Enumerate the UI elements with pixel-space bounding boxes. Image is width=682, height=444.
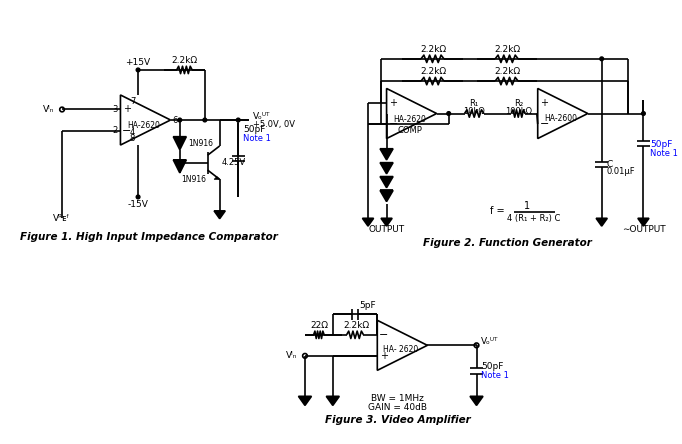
Text: 10kΩ: 10kΩ	[463, 107, 485, 116]
Text: 5pF: 5pF	[359, 301, 376, 309]
Circle shape	[237, 118, 240, 122]
Polygon shape	[380, 177, 393, 188]
Text: 1N916: 1N916	[181, 175, 207, 184]
Polygon shape	[173, 160, 186, 173]
Text: Vₒᵁᵀ: Vₒᵁᵀ	[481, 337, 499, 346]
Text: −: −	[379, 330, 389, 340]
Text: 0.01μF: 0.01μF	[606, 167, 635, 176]
Circle shape	[136, 68, 140, 72]
Text: Figure 2. Function Generator: Figure 2. Function Generator	[423, 238, 591, 248]
Text: C: C	[606, 160, 612, 169]
Circle shape	[642, 111, 645, 115]
Text: +: +	[123, 104, 131, 115]
Text: +: +	[389, 98, 397, 108]
Text: +: +	[540, 98, 548, 108]
Polygon shape	[299, 396, 312, 405]
Polygon shape	[638, 218, 649, 226]
Text: −: −	[539, 119, 549, 129]
Text: Figure 3. Video Amplifier: Figure 3. Video Amplifier	[325, 416, 471, 425]
Polygon shape	[380, 149, 393, 160]
Text: HA-2620: HA-2620	[394, 115, 426, 123]
Text: 8: 8	[130, 134, 135, 143]
Text: 2.2kΩ: 2.2kΩ	[494, 67, 520, 76]
Text: 4 (R₁ + R₂) C: 4 (R₁ + R₂) C	[507, 214, 561, 223]
Text: Vᴵₙ: Vᴵₙ	[286, 351, 297, 361]
Text: Note 1: Note 1	[481, 372, 509, 381]
Text: 2: 2	[113, 126, 118, 135]
Text: GAIN = 40dB: GAIN = 40dB	[368, 403, 427, 412]
Text: Vₒᵁᵀ: Vₒᵁᵀ	[253, 112, 271, 121]
Text: BW = 1MHz: BW = 1MHz	[371, 394, 424, 403]
Text: Vᴿᴇᶠ: Vᴿᴇᶠ	[53, 214, 71, 223]
Text: -15V: -15V	[128, 200, 149, 209]
Text: ∼OUTPUT: ∼OUTPUT	[621, 225, 665, 234]
Text: 2.2kΩ: 2.2kΩ	[420, 67, 446, 76]
Circle shape	[600, 57, 604, 61]
Text: COMP: COMP	[398, 126, 422, 135]
Circle shape	[447, 111, 451, 115]
Text: Note 1: Note 1	[243, 134, 271, 143]
Text: 1N916: 1N916	[188, 139, 213, 148]
Text: 2.2kΩ: 2.2kΩ	[171, 56, 198, 65]
Text: 22Ω: 22Ω	[310, 321, 328, 330]
Text: 7: 7	[130, 97, 135, 106]
Text: 3: 3	[113, 105, 118, 114]
Text: f =: f =	[490, 206, 504, 216]
Text: OUTPUT: OUTPUT	[368, 225, 404, 234]
Text: −: −	[122, 126, 132, 135]
Text: 6: 6	[173, 115, 178, 124]
Polygon shape	[214, 211, 225, 218]
Polygon shape	[596, 218, 607, 226]
Text: 2.2kΩ: 2.2kΩ	[343, 321, 369, 330]
Polygon shape	[173, 137, 186, 150]
Text: 1: 1	[524, 201, 531, 211]
Text: Vᴵₙ: Vᴵₙ	[43, 105, 55, 114]
Text: 100kΩ: 100kΩ	[505, 107, 532, 116]
Polygon shape	[381, 218, 392, 226]
Circle shape	[136, 195, 140, 199]
Text: HA- 2620: HA- 2620	[383, 345, 418, 354]
Text: −: −	[388, 119, 398, 129]
Polygon shape	[470, 396, 483, 405]
Circle shape	[178, 118, 181, 122]
Text: +15V: +15V	[125, 58, 151, 67]
Polygon shape	[326, 396, 339, 405]
Text: 2.2kΩ: 2.2kΩ	[494, 45, 520, 54]
Text: HA-2600: HA-2600	[544, 114, 578, 123]
Text: +5.0V, 0V: +5.0V, 0V	[253, 120, 295, 129]
Text: R₁: R₁	[469, 99, 478, 108]
Text: Note 1: Note 1	[650, 149, 678, 158]
Text: Figure 1. High Input Impedance Comparator: Figure 1. High Input Impedance Comparato…	[20, 232, 278, 242]
Text: 50pF: 50pF	[481, 362, 503, 371]
Text: +: +	[380, 351, 388, 361]
Polygon shape	[362, 218, 374, 226]
Text: 4.25V: 4.25V	[222, 158, 246, 167]
Text: R₂: R₂	[514, 99, 523, 108]
Text: HA-2620: HA-2620	[128, 121, 160, 130]
Text: 4: 4	[130, 127, 135, 137]
Polygon shape	[380, 163, 393, 174]
Polygon shape	[214, 177, 220, 179]
Circle shape	[203, 118, 207, 122]
Text: 50pF: 50pF	[243, 125, 265, 134]
Text: 2.2kΩ: 2.2kΩ	[420, 45, 446, 54]
Polygon shape	[380, 190, 393, 202]
Text: 50pF: 50pF	[650, 139, 672, 149]
